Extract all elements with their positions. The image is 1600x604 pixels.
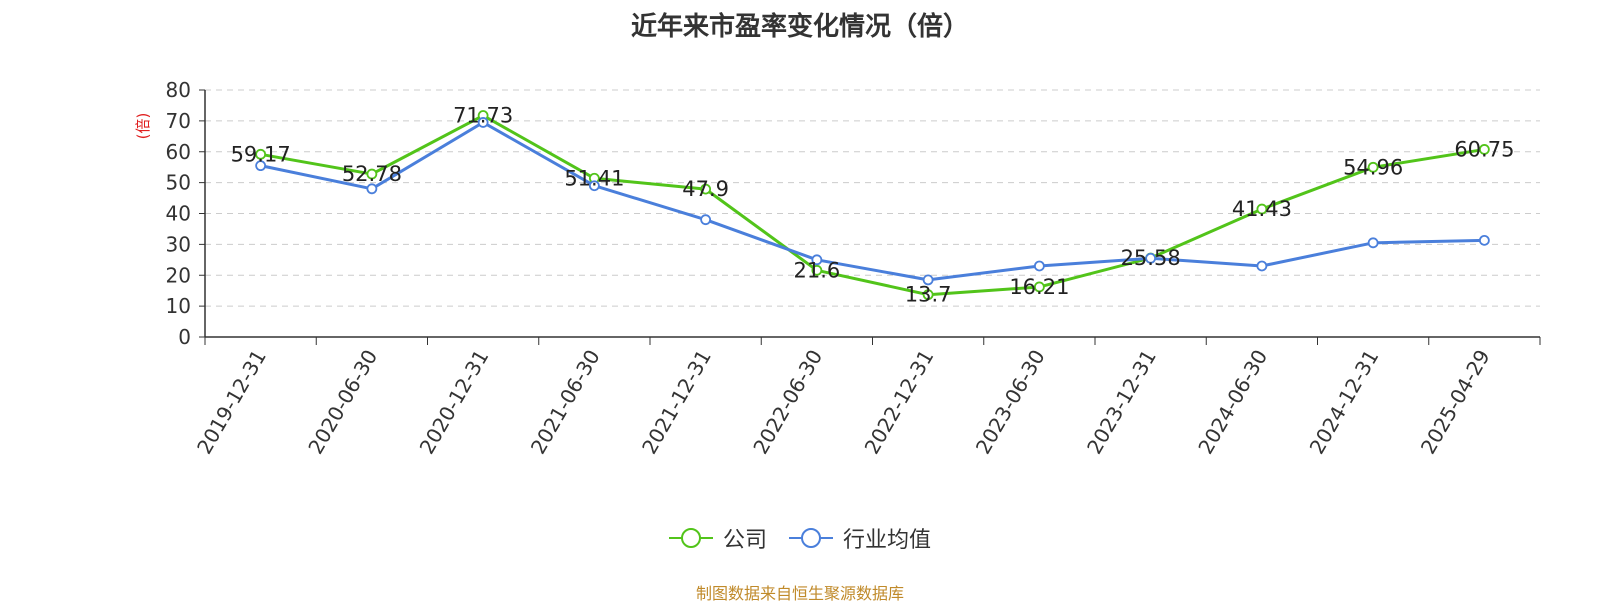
series-line-company [260, 114, 1485, 297]
data-source-note: 制图数据来自恒生聚源数据库 [695, 584, 904, 603]
data-point-industry [1367, 237, 1379, 249]
legend-label-company: 公司 [722, 528, 767, 553]
legend-item-industry[interactable]: 行业均值 [789, 522, 931, 554]
y-tick-label: 70 [166, 109, 191, 133]
data-point-industry [588, 180, 600, 192]
data-point-company [811, 264, 823, 276]
x-tick-label: 2020-12-31 [415, 346, 494, 459]
x-tick-label: 2024-12-31 [1305, 346, 1384, 459]
data-point-company [1033, 281, 1045, 293]
x-tick-label: 2022-12-31 [860, 346, 939, 459]
y-tick-label: 10 [166, 294, 191, 318]
x-tick-label: 2021-12-31 [637, 346, 716, 459]
data-point-industry [700, 214, 712, 226]
data-point-company [700, 183, 712, 195]
y-tick-label: 20 [166, 263, 191, 287]
x-tick-label: 2020-06-30 [303, 346, 382, 459]
x-tick-label: 2023-06-30 [971, 346, 1050, 459]
x-tick-label: 2019-12-31 [192, 346, 271, 459]
data-point-company [366, 168, 378, 180]
data-label: 41.43 [1232, 197, 1292, 221]
legend-label-industry: 行业均值 [843, 528, 932, 553]
chart-title: 近年来市盈率变化情况（倍） [630, 12, 969, 42]
data-label: 25.58 [1121, 246, 1181, 270]
x-tick-label: 2022-06-30 [748, 346, 827, 459]
data-label: 54.96 [1343, 155, 1403, 179]
data-point-industry [1256, 260, 1268, 272]
data-label: 13.7 [905, 283, 952, 307]
data-label: 59.17 [231, 142, 291, 166]
data-point-company [922, 289, 934, 301]
data-label: 52.78 [342, 162, 402, 186]
legend-marker-company-icon [668, 528, 713, 548]
data-label: 71.73 [453, 104, 513, 128]
y-tick-label: 0 [178, 325, 191, 349]
data-point-industry [1145, 252, 1157, 264]
x-tick-label: 2024-06-30 [1193, 346, 1272, 459]
x-tick-label: 2023-12-31 [1082, 346, 1161, 459]
y-axis-unit-label: (倍) [134, 113, 152, 140]
chart-legend: 公司 行业均值 [0, 522, 1600, 554]
data-label: 21.6 [793, 258, 840, 282]
data-label: 51.41 [564, 166, 624, 190]
data-point-company [255, 148, 267, 160]
data-point-industry [366, 183, 378, 195]
y-tick-label: 50 [166, 171, 191, 195]
data-point-industry [1033, 260, 1045, 272]
data-point-company [1478, 144, 1490, 155]
y-tick-label: 80 [166, 78, 191, 102]
data-label: 60.75 [1454, 137, 1514, 161]
data-point-company [1367, 161, 1379, 173]
series-line-industry [260, 120, 1485, 282]
legend-marker-industry-icon [789, 528, 833, 548]
data-point-industry [477, 117, 489, 128]
data-point-industry [922, 274, 934, 286]
data-label: 47.9 [682, 177, 729, 201]
data-label: 16.21 [1009, 275, 1069, 299]
x-tick-label: 2021-06-30 [526, 346, 605, 459]
legend-item-company[interactable]: 公司 [668, 522, 767, 554]
data-point-industry [255, 160, 267, 172]
data-point-company [1256, 203, 1268, 215]
y-tick-label: 40 [166, 202, 191, 226]
data-point-industry [811, 254, 823, 266]
y-tick-label: 30 [166, 232, 191, 256]
data-point-industry [1478, 234, 1490, 246]
y-tick-label: 60 [166, 140, 191, 164]
x-tick-label: 2025-04-29 [1416, 346, 1495, 459]
